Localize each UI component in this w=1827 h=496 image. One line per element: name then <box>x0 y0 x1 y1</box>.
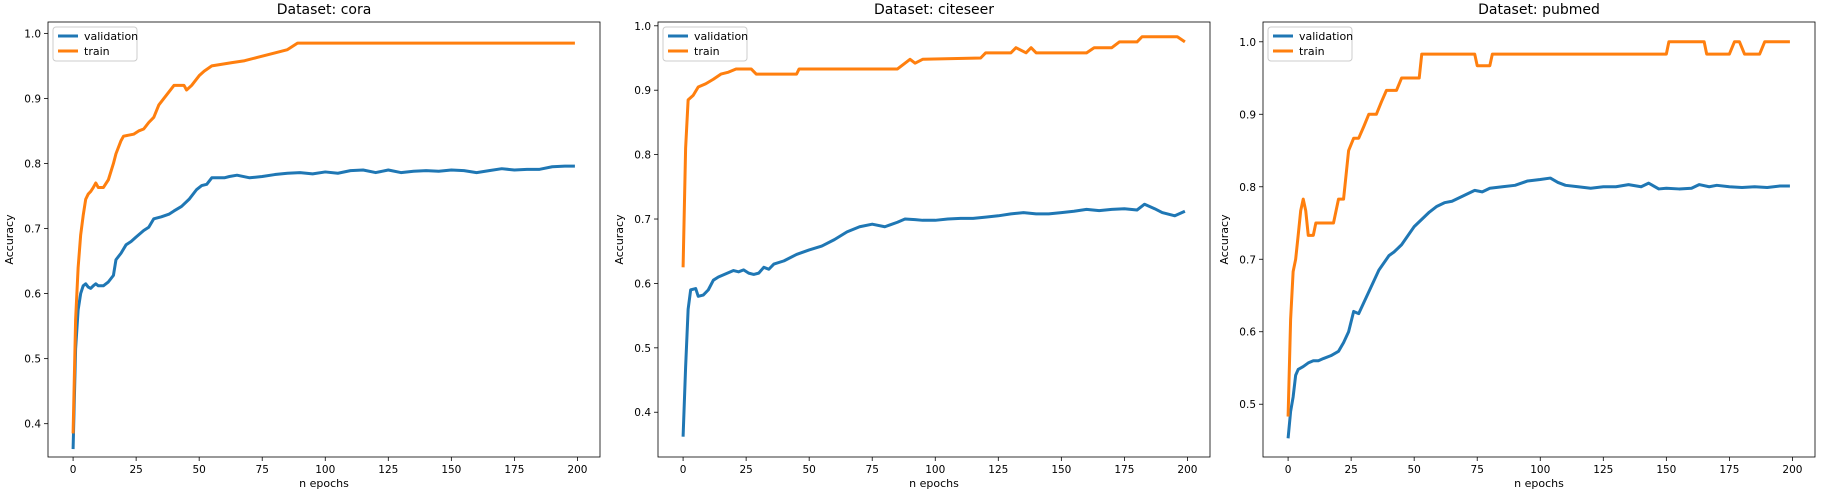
legend-label: train <box>1299 45 1325 58</box>
x-tick-label: 150 <box>1656 464 1676 476</box>
x-axis-label: n epochs <box>1514 477 1564 490</box>
y-tick-label: 0.5 <box>24 354 41 366</box>
legend: validation train <box>1267 26 1353 62</box>
x-tick-label: 125 <box>1593 464 1613 476</box>
legend-label: train <box>694 45 720 58</box>
legend-label: validation <box>694 30 748 43</box>
legend-label: train <box>84 45 110 58</box>
y-tick-label: 1.0 <box>24 28 41 40</box>
y-axis-label: Accuracy <box>613 214 626 265</box>
y-axis-label: Accuracy <box>3 214 16 265</box>
x-tick-label: 25 <box>739 464 752 476</box>
series-line-validation <box>1286 176 1790 439</box>
series-line-validation <box>681 202 1186 437</box>
x-tick-label: 200 <box>1177 464 1197 476</box>
plot-frame <box>1262 21 1816 458</box>
chart-panel-2: Dataset: pubmed 0 25 50 75 100 125 150 175 200 0.5… <box>1218 2 1816 490</box>
y-tick-label: 0.7 <box>1239 254 1256 266</box>
y-tick-label: 0.4 <box>634 407 651 419</box>
x-tick-label: 175 <box>1114 464 1134 476</box>
x-tick-label: 50 <box>192 464 205 476</box>
y-tick-label: 1.0 <box>634 21 651 33</box>
x-axis-label: n epochs <box>909 477 959 490</box>
x-tick-label: 100 <box>1530 464 1550 476</box>
y-tick-label: 0.9 <box>1239 109 1256 121</box>
x-tick-label: 75 <box>1471 464 1484 476</box>
x-tick-label: 150 <box>1051 464 1071 476</box>
chart-panel-1: Dataset: citeseer 0 25 50 75 100 125 150 175 200 0… <box>613 2 1211 490</box>
y-tick-label: 0.7 <box>634 214 651 226</box>
series-line-train <box>71 41 575 434</box>
y-tick-label: 0.5 <box>634 343 651 355</box>
x-tick-label: 125 <box>988 464 1008 476</box>
x-tick-label: 125 <box>378 464 398 476</box>
y-tick-label: 0.8 <box>1239 182 1256 194</box>
y-tick-label: 0.6 <box>1239 327 1256 339</box>
series-line-validation <box>71 164 575 450</box>
x-tick-label: 150 <box>441 464 461 476</box>
x-tick-label: 0 <box>680 464 687 476</box>
y-tick-label: 0.7 <box>24 224 41 236</box>
y-tick-label: 0.5 <box>1239 399 1256 411</box>
x-tick-label: 75 <box>866 464 879 476</box>
chart-panel-0: Dataset: cora 0 25 50 75 100 125 150 175 200 0.4 0.… <box>3 2 601 490</box>
y-tick-label: 1.0 <box>1239 37 1256 49</box>
x-tick-label: 75 <box>256 464 269 476</box>
x-tick-label: 0 <box>1285 464 1292 476</box>
x-tick-label: 100 <box>315 464 335 476</box>
chart-title: Dataset: citeseer <box>874 2 994 18</box>
x-axis-label: n epochs <box>299 477 349 490</box>
x-tick-label: 25 <box>1344 464 1357 476</box>
x-tick-label: 200 <box>567 464 587 476</box>
chart-title: Dataset: pubmed <box>1478 2 1600 18</box>
plot-frame <box>47 21 601 458</box>
x-tick-label: 175 <box>1719 464 1739 476</box>
y-tick-label: 0.6 <box>24 289 41 301</box>
chart-title: Dataset: cora <box>277 2 372 18</box>
series-line-train <box>681 35 1186 268</box>
legend-label: validation <box>84 30 138 43</box>
x-tick-label: 100 <box>925 464 945 476</box>
y-tick-label: 0.9 <box>634 85 651 97</box>
x-tick-label: 0 <box>70 464 77 476</box>
y-tick-label: 0.8 <box>24 158 41 170</box>
x-tick-label: 175 <box>504 464 524 476</box>
y-tick-label: 0.8 <box>634 150 651 162</box>
y-tick-label: 0.4 <box>24 419 41 431</box>
y-tick-label: 0.9 <box>24 93 41 105</box>
y-tick-label: 0.6 <box>634 278 651 290</box>
x-tick-label: 200 <box>1782 464 1802 476</box>
series-line-train <box>1286 40 1790 417</box>
x-tick-label: 50 <box>802 464 815 476</box>
x-tick-label: 25 <box>129 464 142 476</box>
y-axis-label: Accuracy <box>1218 214 1231 265</box>
legend: validation train <box>662 26 748 62</box>
x-tick-label: 50 <box>1407 464 1420 476</box>
plot-frame <box>657 21 1211 458</box>
legend-label: validation <box>1299 30 1353 43</box>
legend: validation train <box>52 26 138 62</box>
